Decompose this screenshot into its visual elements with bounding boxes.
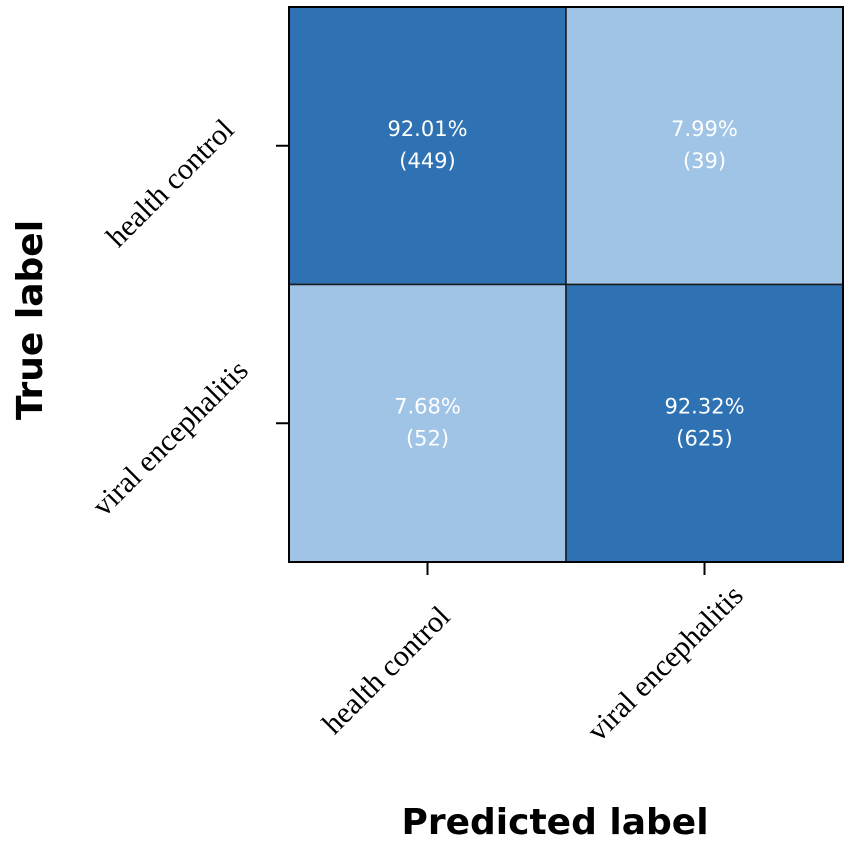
cell-percent-0-1: 7.99% — [671, 117, 738, 141]
cell-count-1-0: (52) — [406, 426, 449, 450]
x-tick-label-1: viral encephalitis — [581, 579, 750, 748]
plot-frame — [288, 6, 844, 563]
cell-count-0-1: (39) — [683, 149, 726, 173]
cell-count-1-1: (625) — [676, 426, 732, 450]
axis-ticks — [276, 144, 706, 575]
cell-percent-0-0: 92.01% — [387, 117, 467, 141]
matrix-cell-1-1 — [565, 283, 844, 563]
y-tick-label-1: viral encephalitis — [86, 354, 255, 523]
x-axis-title: Predicted label — [401, 802, 708, 842]
x-tick-label-0: health control — [316, 600, 457, 741]
cell-percent-1-1: 92.32% — [664, 394, 744, 418]
matrix-cell-0-0 — [288, 6, 567, 286]
cell-percent-1-0: 7.68% — [394, 394, 461, 418]
matrix-cell-1-0 — [288, 283, 567, 563]
matrix-cell-0-1 — [565, 6, 844, 286]
y-tick-label-0: health control — [100, 113, 241, 254]
matrix-cells: 92.01% (449) 7.99% (39) 7.68% (52) 92.32% (625) — [288, 6, 844, 563]
cell-count-0-0: (449) — [399, 149, 455, 173]
y-axis-title: True label — [10, 220, 51, 420]
